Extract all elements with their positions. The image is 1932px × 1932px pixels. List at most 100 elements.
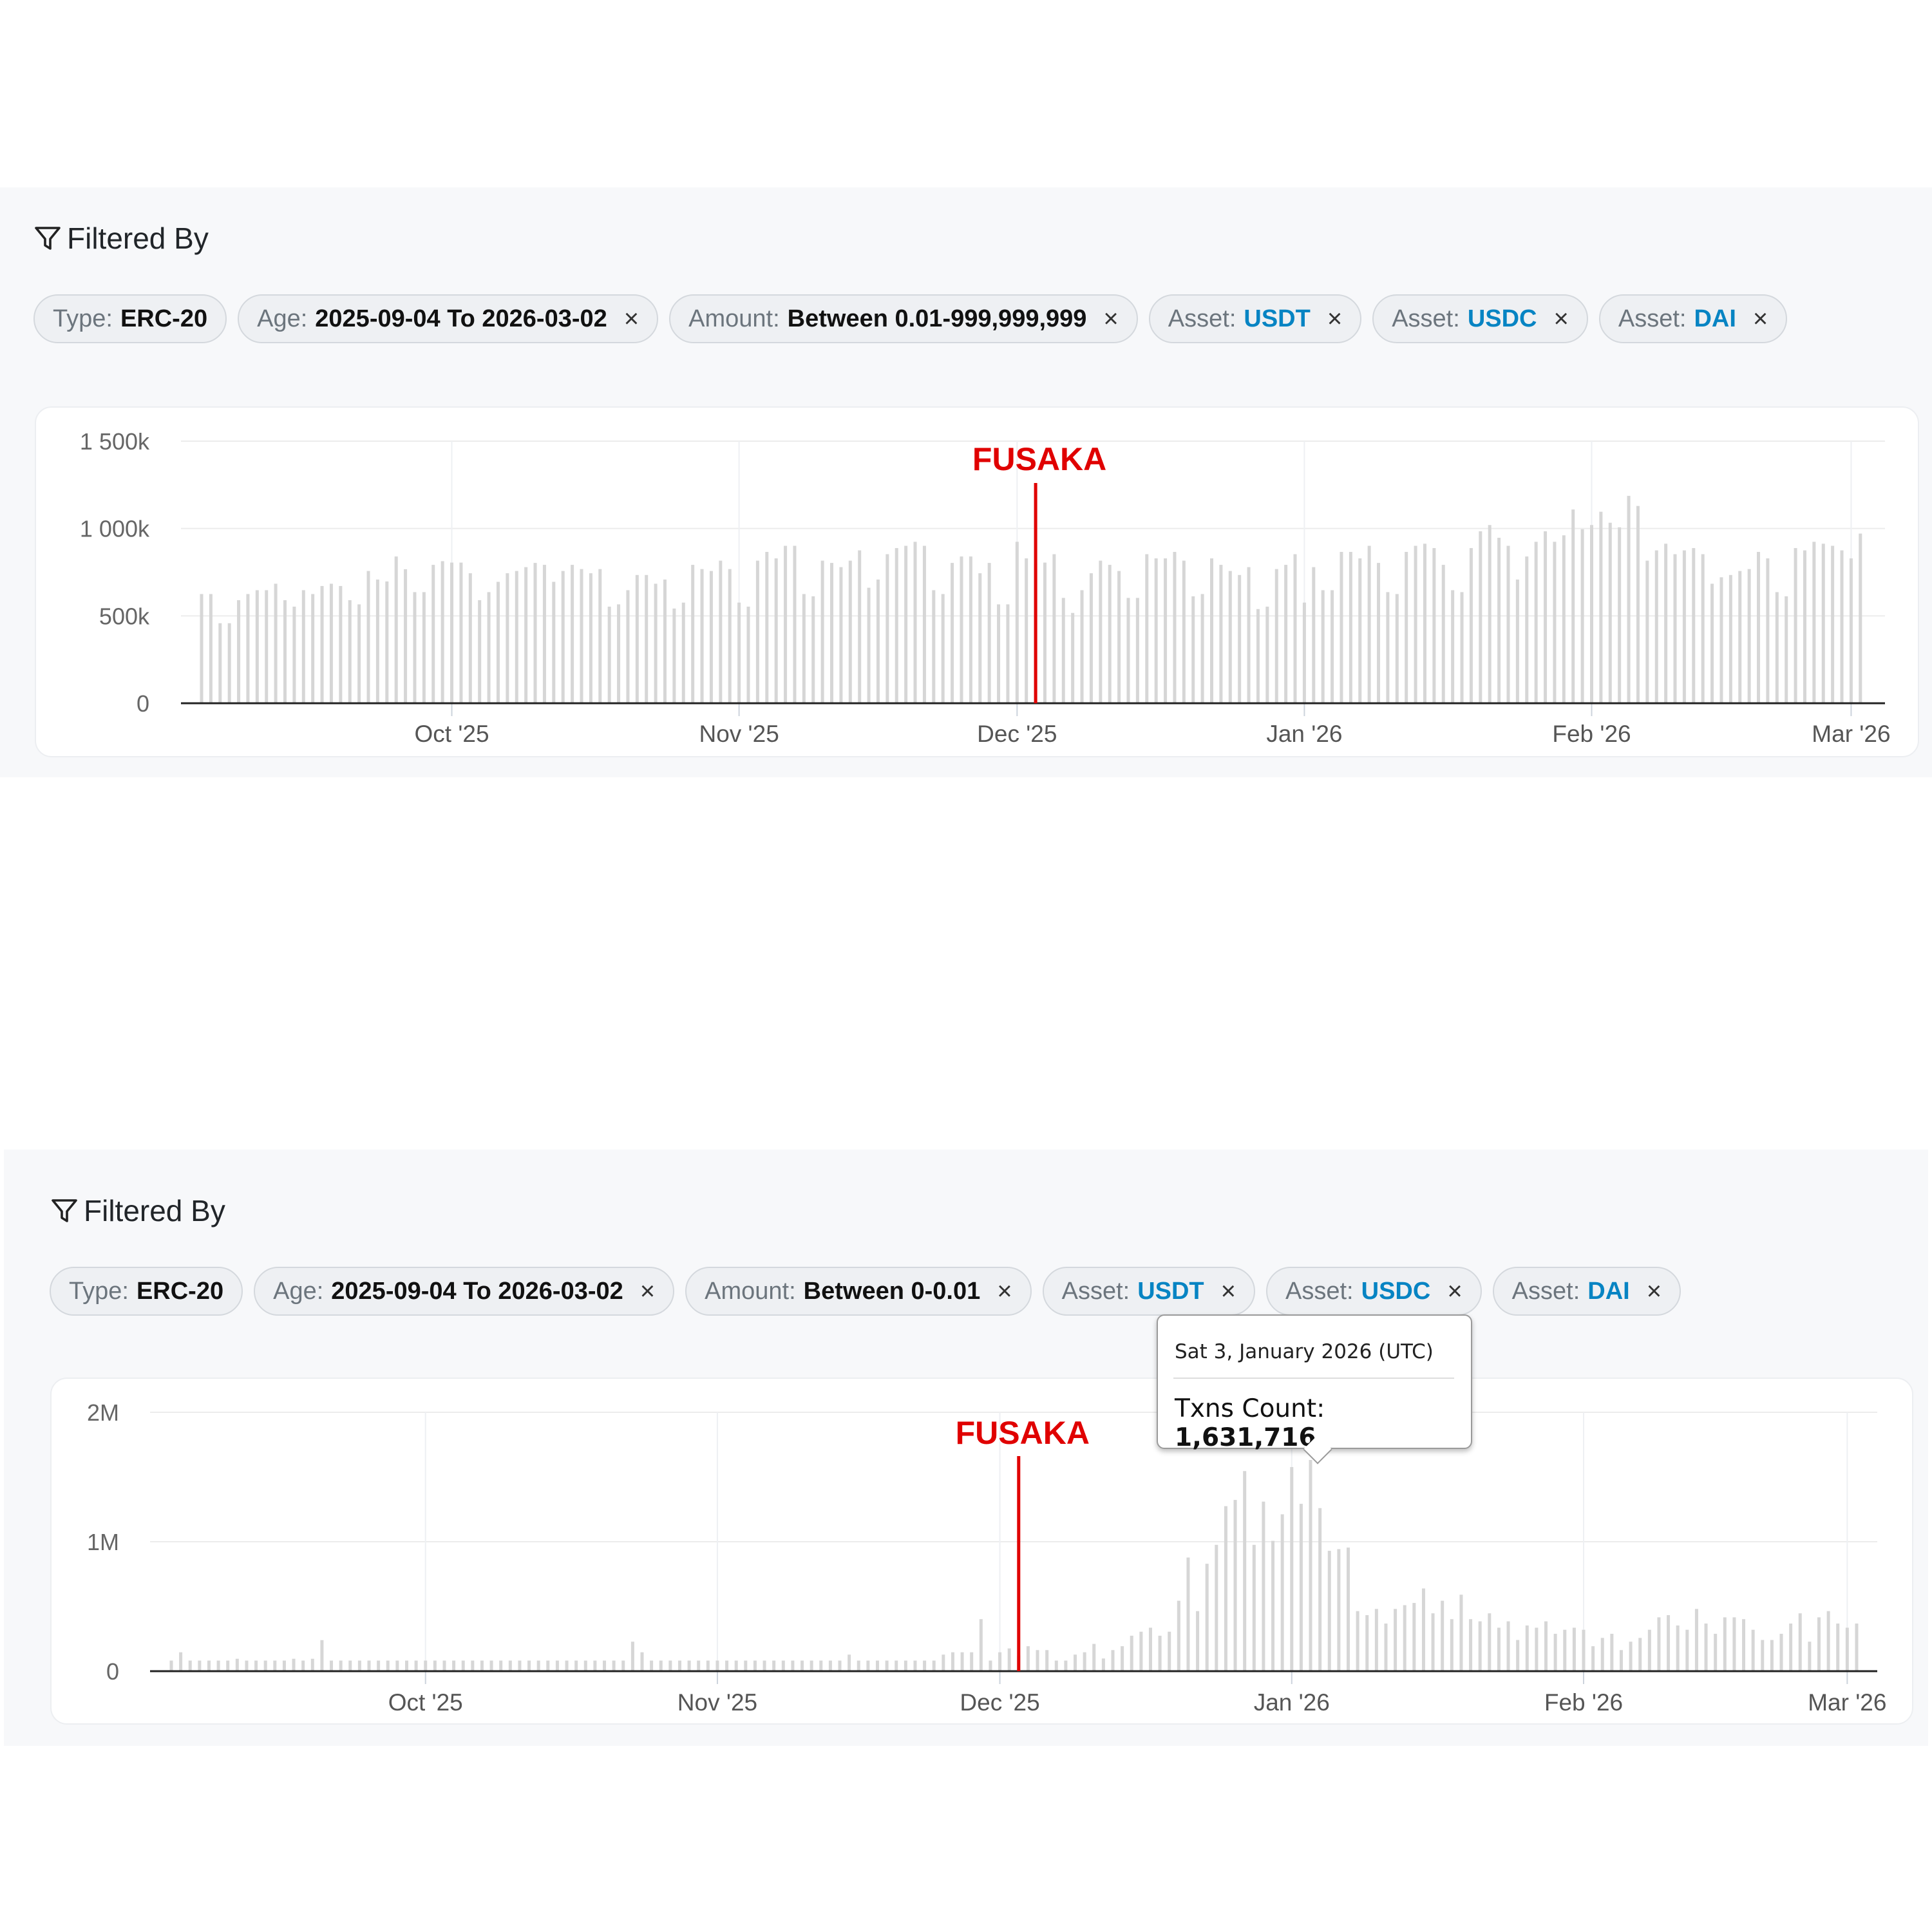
bar[interactable]: [1742, 1619, 1746, 1671]
bar[interactable]: [1262, 1501, 1265, 1671]
bar[interactable]: [1358, 558, 1362, 703]
bar[interactable]: [518, 1660, 522, 1671]
bar[interactable]: [218, 623, 222, 703]
bar[interactable]: [1327, 1551, 1331, 1671]
filter-chip-asset[interactable]: Asset: USDT ×: [1042, 1267, 1256, 1316]
bar[interactable]: [1089, 573, 1093, 703]
bar[interactable]: [1158, 1635, 1162, 1671]
bar[interactable]: [496, 582, 500, 703]
bar[interactable]: [487, 592, 491, 703]
bar[interactable]: [1451, 590, 1455, 703]
bar[interactable]: [580, 569, 583, 703]
bar[interactable]: [960, 556, 963, 703]
bar[interactable]: [1274, 569, 1278, 703]
bar[interactable]: [1441, 1600, 1444, 1671]
bar[interactable]: [876, 579, 880, 703]
filter-chip-age[interactable]: Age: 2025-09-04 To 2026-03-02 ×: [254, 1267, 675, 1316]
bar[interactable]: [1619, 1650, 1623, 1671]
bar[interactable]: [668, 1660, 672, 1671]
bar[interactable]: [1657, 1617, 1661, 1671]
bar[interactable]: [489, 1660, 493, 1671]
bar[interactable]: [422, 592, 426, 703]
bar[interactable]: [1582, 1629, 1586, 1671]
bar[interactable]: [839, 567, 843, 703]
bar[interactable]: [1710, 583, 1714, 703]
bar[interactable]: [330, 1660, 334, 1671]
bar[interactable]: [932, 1660, 936, 1671]
bar[interactable]: [452, 1660, 456, 1671]
filter-chip-asset[interactable]: Asset: USDC ×: [1266, 1267, 1482, 1316]
close-icon[interactable]: ×: [1646, 1276, 1662, 1305]
bar[interactable]: [800, 1660, 804, 1671]
close-icon[interactable]: ×: [1327, 304, 1343, 333]
bar[interactable]: [1054, 1660, 1058, 1671]
bar[interactable]: [663, 579, 667, 703]
close-icon[interactable]: ×: [1220, 1276, 1236, 1305]
bar[interactable]: [1694, 1609, 1698, 1671]
bar[interactable]: [659, 1660, 663, 1671]
bar[interactable]: [1101, 1658, 1105, 1671]
bar[interactable]: [978, 573, 982, 703]
bar[interactable]: [1478, 1621, 1482, 1671]
bar[interactable]: [1384, 1624, 1388, 1671]
bar[interactable]: [571, 565, 574, 703]
bar[interactable]: [1766, 558, 1770, 703]
bar[interactable]: [1356, 1611, 1359, 1671]
bar[interactable]: [1374, 1609, 1378, 1671]
bar[interactable]: [367, 1660, 371, 1671]
bar[interactable]: [1318, 1508, 1322, 1671]
bar[interactable]: [1479, 531, 1482, 703]
bar[interactable]: [998, 1652, 1002, 1671]
bar[interactable]: [1849, 558, 1853, 703]
bar[interactable]: [561, 571, 565, 703]
bar[interactable]: [923, 1660, 927, 1671]
bar[interactable]: [1460, 592, 1464, 703]
bar[interactable]: [1647, 1629, 1651, 1671]
bar[interactable]: [246, 594, 250, 703]
bar[interactable]: [1205, 1564, 1209, 1671]
bar[interactable]: [1182, 560, 1186, 703]
bar[interactable]: [1135, 598, 1139, 703]
bar[interactable]: [1224, 1506, 1227, 1671]
bar[interactable]: [960, 1652, 964, 1671]
bar[interactable]: [1629, 1642, 1633, 1671]
bar[interactable]: [1692, 548, 1696, 703]
bar[interactable]: [1052, 554, 1056, 703]
bar[interactable]: [1738, 571, 1742, 703]
bar[interactable]: [1139, 1631, 1143, 1671]
bar[interactable]: [1045, 1650, 1049, 1671]
bar[interactable]: [283, 600, 287, 703]
bar[interactable]: [209, 594, 213, 703]
bar[interactable]: [709, 571, 713, 703]
filter-chip-asset[interactable]: Asset: DAI ×: [1492, 1267, 1681, 1316]
bar[interactable]: [997, 604, 1001, 703]
bar[interactable]: [1228, 571, 1232, 703]
bar[interactable]: [292, 606, 296, 703]
bar[interactable]: [811, 596, 815, 703]
bar[interactable]: [301, 590, 305, 703]
bar[interactable]: [932, 590, 936, 703]
bar[interactable]: [1191, 596, 1195, 703]
bar[interactable]: [254, 1660, 258, 1671]
bar[interactable]: [1855, 1624, 1859, 1671]
bar[interactable]: [405, 1660, 408, 1671]
bar[interactable]: [1168, 1631, 1171, 1671]
bar[interactable]: [1798, 1613, 1802, 1671]
bar[interactable]: [1821, 544, 1825, 703]
bar[interactable]: [1497, 538, 1501, 703]
bar[interactable]: [377, 1660, 381, 1671]
bar[interactable]: [1673, 554, 1677, 703]
close-icon[interactable]: ×: [1103, 304, 1119, 333]
bar[interactable]: [1836, 1624, 1840, 1671]
bar[interactable]: [970, 1652, 974, 1671]
bar[interactable]: [1817, 1617, 1821, 1671]
bar[interactable]: [681, 602, 685, 703]
filter-chip-type[interactable]: Type: ERC-20: [33, 294, 227, 343]
close-icon[interactable]: ×: [1553, 304, 1569, 333]
bar[interactable]: [1779, 1633, 1783, 1671]
bar[interactable]: [913, 1660, 917, 1671]
close-icon[interactable]: ×: [1447, 1276, 1463, 1305]
bar[interactable]: [1840, 550, 1844, 703]
bar[interactable]: [1638, 1638, 1642, 1671]
bar[interactable]: [942, 1654, 945, 1671]
